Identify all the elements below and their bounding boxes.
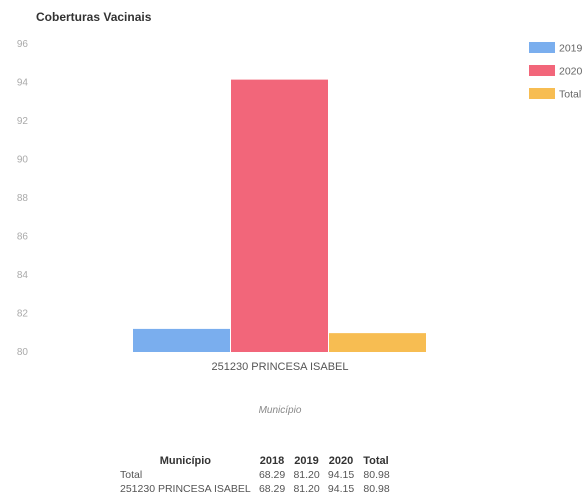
cell-total: 80.98 [363,469,390,481]
cell-total: 80.98 [363,483,390,495]
row-name: Total [120,469,143,481]
row-name: 251230 PRINCESA ISABEL [120,483,251,495]
data-table: Município 2018 2019 2020 Total Total 68.… [116,454,394,496]
legend-label-2019[interactable]: 2019 [559,43,583,55]
legend-label-2020[interactable]: 2020 [559,66,583,78]
x-axis-label: Município [259,405,302,416]
x-category-label: 251230 PRINCESA ISABEL [212,361,349,373]
y-tick-label-80: 80 [17,347,29,358]
y-tick-label-84: 84 [17,270,29,281]
cell-2018: 68.29 [258,469,286,481]
cell-2019: 81.20 [293,469,320,481]
y-tick-label-94: 94 [17,78,29,89]
y-tick-label-90: 90 [17,155,29,166]
y-tick-label-86: 86 [17,232,29,243]
cell-2018: 68.29 [258,483,286,495]
y-tick-label-92: 92 [17,116,29,127]
bar-2020[interactable] [231,79,328,353]
bar-2019[interactable] [133,328,230,352]
bar-total[interactable] [329,333,426,352]
header-2020: 2020 [328,455,354,467]
header-2019: 2019 [294,455,319,467]
table-row: 251230 PRINCESA ISABEL 68.29 81.20 94.15… [116,482,394,496]
cell-2019: 81.20 [293,483,320,495]
header-total: Total [363,455,389,467]
y-tick-label-96: 96 [17,39,29,50]
cell-2020: 94.15 [327,483,355,495]
bar-chart: 80 82 84 86 88 90 92 94 96 251230 PRINCESA ISABEL… [17,39,583,416]
y-tick-label-88: 88 [17,193,29,204]
cell-2020: 94.15 [327,469,355,481]
y-tick-label-82: 82 [17,309,29,320]
legend-swatch-2020[interactable] [529,65,555,76]
table-header-row: Município 2018 2019 2020 Total [116,454,394,468]
legend-swatch-2019[interactable] [529,42,555,53]
table-row: Total 68.29 81.20 94.15 80.98 [116,468,394,482]
chart-title: Coberturas Vacinais [36,10,152,24]
header-municipio: Município [159,455,212,467]
legend-label-total[interactable]: Total [559,89,581,101]
header-2018: 2018 [259,455,285,467]
legend-swatch-total[interactable] [529,88,555,99]
